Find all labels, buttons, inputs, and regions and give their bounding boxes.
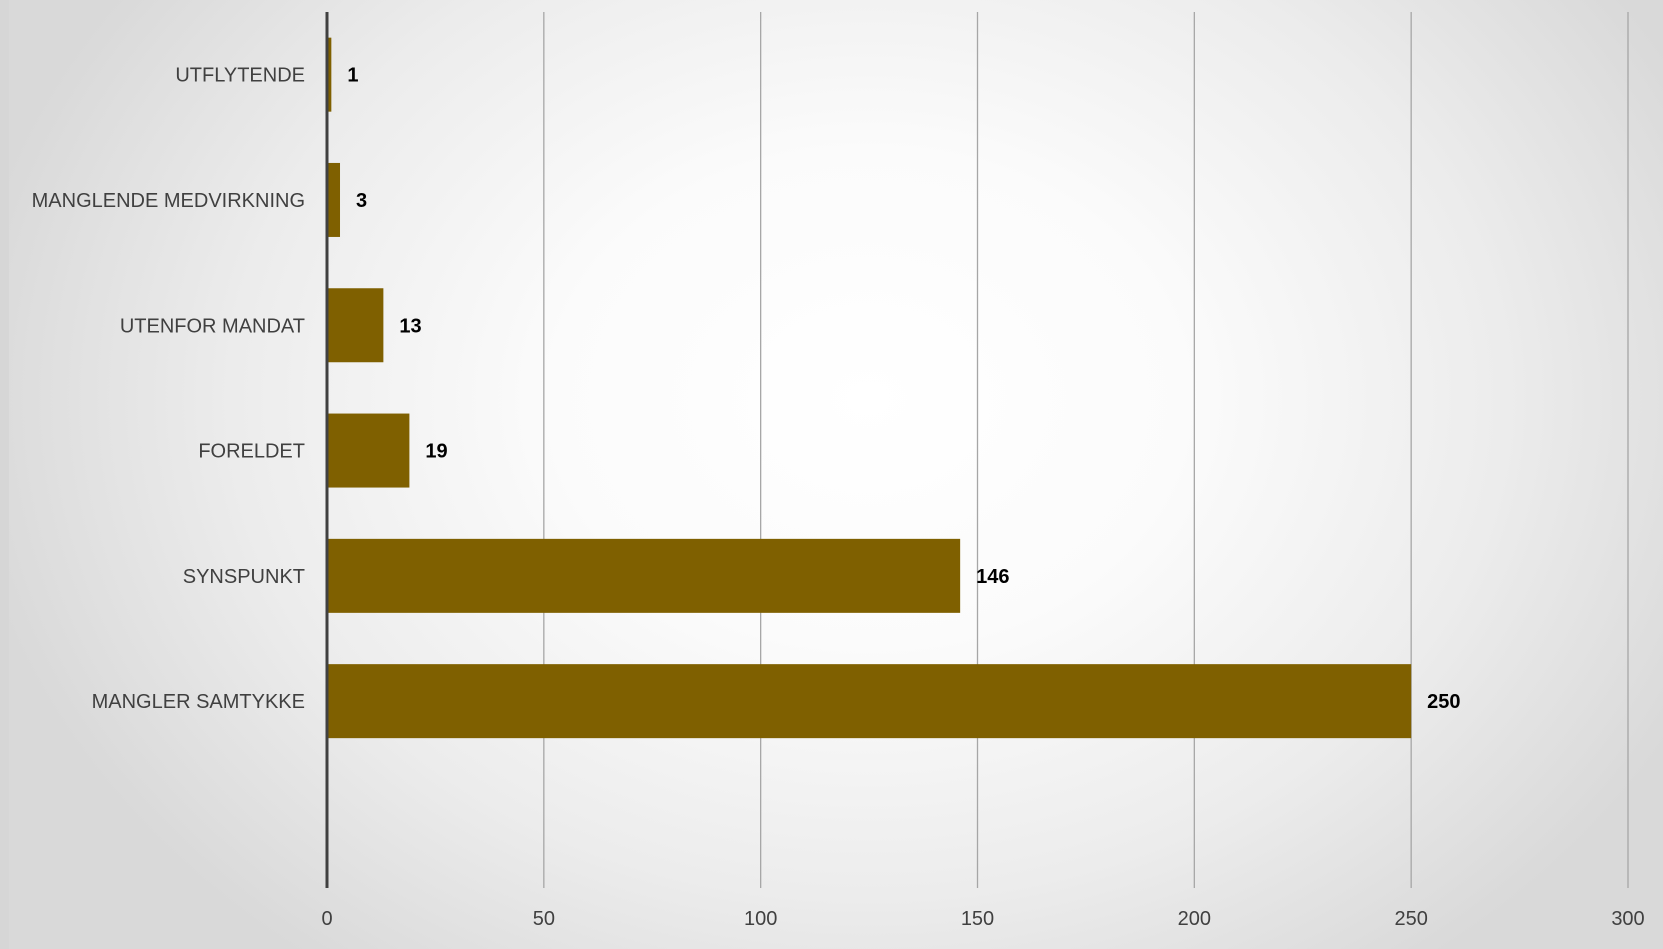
bar-utenfor-mandat — [327, 288, 384, 363]
data-label-utflytende: 1 — [347, 65, 358, 87]
x-tick-label-0: 0 — [321, 908, 332, 930]
data-label-mangler-samtykke: 250 — [1427, 691, 1460, 713]
x-tick-label-100: 100 — [744, 908, 777, 930]
x-tick-label-200: 200 — [1178, 908, 1211, 930]
category-label-synspunkt: SYNSPUNKT — [183, 566, 305, 588]
bar-utflytende — [327, 37, 332, 112]
category-label-foreldet: FORELDET — [198, 441, 305, 463]
x-tick-label-50: 50 — [533, 908, 555, 930]
data-label-synspunkt: 146 — [976, 566, 1009, 588]
category-label-manglende-medvirkning: MANGLENDE MEDVIRKNING — [32, 190, 305, 212]
bar-manglende-medvirkning — [327, 162, 341, 237]
bar-synspunkt — [327, 538, 961, 613]
category-labels: UTFLYTENDE MANGLENDE MEDVIRKNING UTENFOR M… — [32, 65, 305, 714]
category-label-mangler-samtykke: MANGLER SAMTYKKE — [92, 691, 305, 713]
chart-area: 1 3 13 19 146 250 UTFLYTENDE MANGLENDE MEDVIRK… — [9, 0, 1663, 949]
category-label-utflytende: UTFLYTENDE — [175, 65, 305, 87]
x-tick-labels: 0 50 100 150 200 250 300 — [321, 908, 1644, 930]
x-tick-label-250: 250 — [1394, 908, 1427, 930]
data-label-foreldet: 19 — [425, 441, 447, 463]
x-tick-label-150: 150 — [961, 908, 994, 930]
data-label-manglende-medvirkning: 3 — [356, 190, 367, 212]
category-label-utenfor-mandat: UTENFOR MANDAT — [120, 315, 305, 337]
bars — [327, 37, 1412, 739]
x-tick-label-300: 300 — [1611, 908, 1644, 930]
bar-mangler-samtykke — [327, 664, 1412, 739]
gridlines — [543, 12, 1629, 888]
data-label-utenfor-mandat: 13 — [399, 315, 421, 337]
bar-foreldet — [327, 413, 410, 488]
